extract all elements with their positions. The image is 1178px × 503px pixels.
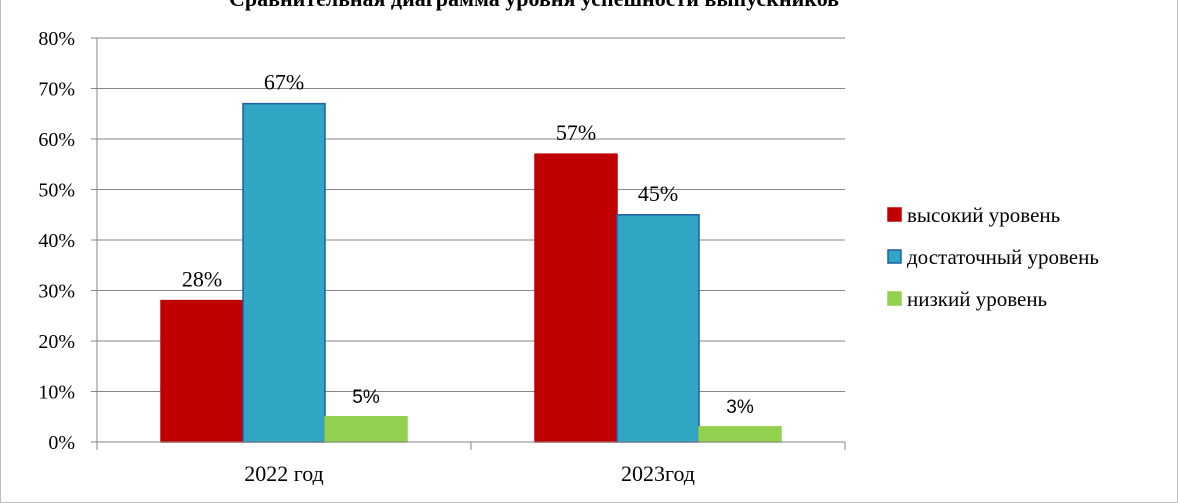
bar <box>324 416 408 443</box>
y-tick-label: 30% <box>38 281 75 303</box>
y-tick-label: 70% <box>38 79 75 101</box>
legend-swatch <box>887 291 902 306</box>
y-tick-label: 0% <box>48 432 75 454</box>
legend: высокий уровень достаточный уровень низкий… <box>887 203 1099 311</box>
bar <box>616 214 700 443</box>
axes <box>91 37 846 450</box>
y-tick-label: 60% <box>38 129 75 151</box>
legend-entry-label: высокий уровень <box>907 203 1060 227</box>
y-tick-label: 10% <box>38 382 75 404</box>
y-tick-label: 50% <box>38 180 75 202</box>
x-axis-categories: 2022 год 2023год <box>244 461 695 486</box>
legend-entry-label: низкий уровень <box>907 287 1047 311</box>
bar <box>160 299 244 443</box>
data-labels: 28% 57% 67% 45% 5% 3% <box>182 70 754 418</box>
bar <box>534 153 618 443</box>
legend-swatch <box>887 207 902 222</box>
y-axis-ticks: 0% 10% 20% 30% 40% 50% 60% 70% 80% <box>38 28 75 454</box>
chart-title: Сравнительная диаграмма уровня успешност… <box>229 0 839 11</box>
y-tick-label: 80% <box>38 28 75 50</box>
data-label: 3% <box>726 397 754 418</box>
legend-swatch <box>887 249 902 264</box>
x-category-label: 2022 год <box>244 461 324 486</box>
y-tick-label: 20% <box>38 331 75 353</box>
y-tick-label: 40% <box>38 230 75 252</box>
data-label: 67% <box>264 70 304 95</box>
data-label: 45% <box>638 181 678 206</box>
data-label: 5% <box>352 387 380 408</box>
bar <box>698 426 782 443</box>
data-label: 57% <box>556 120 596 145</box>
bar <box>242 102 326 443</box>
x-category-label: 2023год <box>621 461 695 486</box>
legend-entry-label: достаточный уровень <box>907 245 1099 269</box>
data-label: 28% <box>182 267 222 292</box>
bars <box>160 102 782 443</box>
